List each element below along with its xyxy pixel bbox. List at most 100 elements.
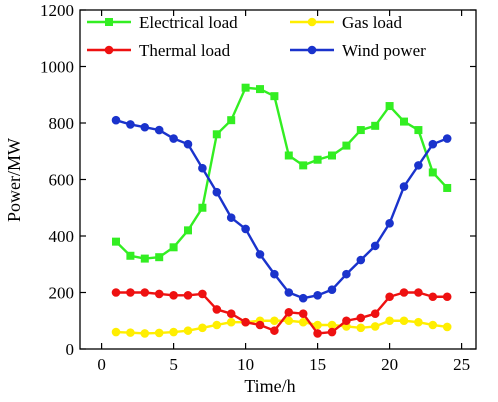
legend-label-wind-power: Wind power xyxy=(342,41,426,60)
y-tick-label: 0 xyxy=(66,340,75,359)
data-point-wind-power xyxy=(198,163,207,173)
y-tick-label: 800 xyxy=(49,114,75,133)
data-point-gas-load xyxy=(356,323,366,333)
data-point-gas-load xyxy=(126,328,135,337)
data-point-electrical-load xyxy=(256,85,264,94)
series-electrical-load xyxy=(112,83,452,263)
data-point-wind-power xyxy=(327,285,337,294)
y-tick-label: 400 xyxy=(49,227,75,246)
data-point-electrical-load xyxy=(112,237,120,246)
data-point-thermal-load xyxy=(270,326,279,335)
data-point-wind-power xyxy=(270,269,279,279)
data-point-wind-power xyxy=(370,241,380,251)
data-point-gas-load xyxy=(313,320,322,330)
data-point-wind-power xyxy=(414,161,423,170)
data-point-wind-power xyxy=(183,139,193,149)
data-point-gas-load xyxy=(111,327,121,337)
data-point-wind-power xyxy=(428,139,438,149)
data-point-thermal-load xyxy=(255,320,265,330)
x-tick-label: 10 xyxy=(237,355,254,374)
data-point-thermal-load xyxy=(356,313,366,323)
legend-entry-electrical-load: Electrical load xyxy=(87,13,238,32)
data-point-thermal-load xyxy=(385,292,394,302)
data-point-wind-power xyxy=(356,255,366,265)
x-tick-label: 5 xyxy=(169,355,178,374)
y-tick-label: 200 xyxy=(49,284,75,303)
data-point-wind-power xyxy=(442,134,452,143)
data-point-wind-power xyxy=(241,224,250,234)
data-point-electrical-load xyxy=(400,117,408,126)
data-point-thermal-load xyxy=(428,292,438,302)
y-tick-label: 1200 xyxy=(40,1,74,20)
x-tick-label: 15 xyxy=(309,355,326,374)
data-point-wind-power xyxy=(298,293,308,303)
data-point-electrical-load xyxy=(184,226,192,235)
data-point-wind-power xyxy=(212,187,222,197)
data-point-wind-power xyxy=(111,115,121,125)
data-point-electrical-load xyxy=(443,183,452,192)
data-point-gas-load xyxy=(399,316,409,326)
data-point-electrical-load xyxy=(270,92,279,101)
data-point-electrical-load xyxy=(313,155,322,164)
data-point-thermal-load xyxy=(140,288,150,297)
legend-entry-thermal-load: Thermal load xyxy=(87,41,231,60)
series-wind-power xyxy=(111,115,452,303)
data-point-electrical-load xyxy=(284,151,293,160)
data-point-gas-load xyxy=(385,316,394,326)
data-point-gas-load xyxy=(154,328,164,338)
data-point-thermal-load xyxy=(399,288,409,297)
data-point-thermal-load xyxy=(126,288,135,297)
data-point-electrical-load xyxy=(212,130,221,139)
x-tick-label: 25 xyxy=(453,355,470,374)
x-axis-title: Time/h xyxy=(244,376,295,396)
data-point-thermal-load xyxy=(169,291,178,300)
data-point-electrical-load xyxy=(227,116,236,125)
legend-entry-wind-power: Wind power xyxy=(290,41,426,60)
axes: 0 5 10 15 20 25 0 200 400 600 800 1000 1200 xyxy=(40,1,477,374)
series-line-electrical-load xyxy=(115,86,449,260)
data-point-thermal-load xyxy=(442,292,452,302)
data-point-gas-load xyxy=(169,327,178,337)
data-point-gas-load xyxy=(212,320,222,330)
data-point-electrical-load xyxy=(414,126,423,135)
data-point-thermal-load xyxy=(241,317,250,327)
data-point-wind-power xyxy=(169,134,178,143)
data-point-electrical-load xyxy=(241,83,250,92)
data-point-gas-load xyxy=(370,322,380,331)
data-point-gas-load xyxy=(226,317,236,327)
data-point-wind-power xyxy=(399,182,409,191)
series-thermal-load xyxy=(111,288,452,338)
data-point-gas-load xyxy=(198,323,207,333)
data-point-wind-power xyxy=(154,125,164,135)
data-point-electrical-load xyxy=(371,121,380,130)
data-point-electrical-load xyxy=(342,141,351,150)
plot-area xyxy=(111,83,452,338)
data-point-electrical-load xyxy=(140,254,149,263)
data-point-gas-load xyxy=(270,316,279,326)
data-point-electrical-load xyxy=(385,102,394,111)
data-point-gas-load xyxy=(327,320,337,330)
y-axis-title: Power/MW xyxy=(4,138,24,222)
data-point-wind-power xyxy=(284,288,294,297)
series-line-thermal-load xyxy=(116,291,448,335)
data-point-gas-load xyxy=(183,326,193,335)
data-point-electrical-load xyxy=(428,168,437,177)
legend-marker-gas-load xyxy=(307,17,317,27)
x-tick-label: 20 xyxy=(381,355,398,374)
data-point-thermal-load xyxy=(313,329,322,338)
data-point-electrical-load xyxy=(356,126,365,135)
data-point-thermal-load xyxy=(183,291,193,300)
data-point-thermal-load xyxy=(370,309,380,318)
y-tick-label: 600 xyxy=(49,171,75,190)
data-point-thermal-load xyxy=(327,327,337,337)
data-point-thermal-load xyxy=(226,309,236,318)
data-point-wind-power xyxy=(313,291,322,300)
data-point-thermal-load xyxy=(298,309,308,318)
legend-label-electrical-load: Electrical load xyxy=(139,13,238,32)
data-point-thermal-load xyxy=(414,288,423,297)
data-point-gas-load xyxy=(284,316,294,326)
y-tick-label: 1000 xyxy=(40,58,74,77)
legend-marker-thermal-load xyxy=(104,45,114,55)
series-line-wind-power xyxy=(115,119,448,300)
